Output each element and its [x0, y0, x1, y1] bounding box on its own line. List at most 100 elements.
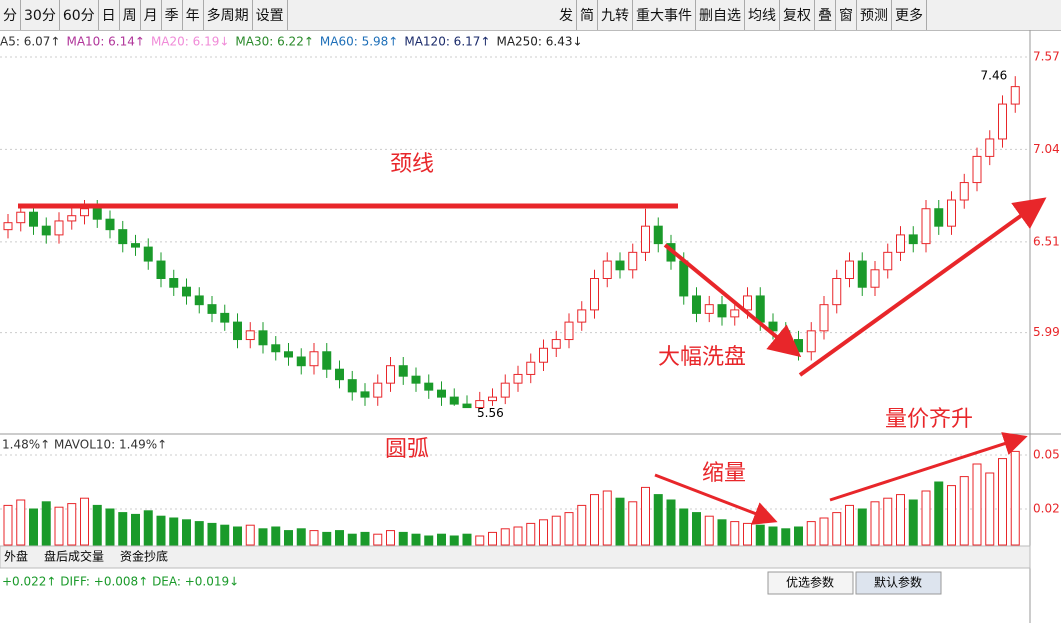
volume-bar [857, 508, 867, 546]
volume-bar [169, 517, 179, 546]
toolbar-item[interactable]: 重大事件 [633, 0, 696, 30]
tab[interactable]: 外盘 [4, 549, 28, 564]
candle-body [590, 278, 599, 311]
volume-bar [29, 508, 38, 546]
volume-bar [41, 501, 51, 546]
toolbar-item[interactable]: 窗 [836, 0, 857, 30]
toolbar-item[interactable]: 叠 [815, 0, 836, 30]
toolbar-item[interactable]: 季 [162, 0, 183, 30]
toolbar-item[interactable]: 删自选 [696, 0, 745, 30]
toolbar-item[interactable]: 预测 [857, 0, 892, 30]
volume-bar [309, 530, 319, 546]
toolbar-item[interactable]: 复权 [780, 0, 815, 30]
volume-bar [347, 533, 357, 546]
toolbar-item[interactable]: 简 [577, 0, 598, 30]
volume-bar [373, 533, 383, 546]
toolbar-item[interactable]: 更多 [892, 0, 927, 30]
arrow [663, 243, 802, 358]
volume-bar [245, 524, 255, 546]
candle-body [41, 225, 51, 236]
volume-bar [832, 512, 842, 546]
toolbar-right: 发简九转 重大事件 删自选 均线 复权叠窗预测 更多 [556, 0, 927, 30]
toolbar-item[interactable]: 30分 [21, 0, 60, 30]
candle-body [29, 211, 38, 227]
volume-bar [411, 533, 421, 546]
volume-bar [258, 528, 268, 546]
candle-body [870, 269, 880, 288]
button-label[interactable]: 默认参数 [874, 575, 922, 590]
annotation: 大幅洗盘 [658, 345, 746, 370]
volume-bar [475, 535, 485, 546]
volume-bar [398, 531, 408, 546]
y2-tick-label: 0.02 [1033, 502, 1060, 516]
candle-body [258, 330, 268, 346]
candle-body [883, 251, 893, 271]
toolbar-item[interactable]: 日 [99, 0, 120, 30]
volume-bar [80, 497, 89, 546]
candle-body [806, 330, 816, 353]
volume-bar [730, 521, 740, 546]
toolbar: 分 30分 60分日周月季年多周期 设置 发简九转 重大事件 删自选 均线 复权叠窗预测 更多 [0, 0, 1061, 31]
candle-body [794, 339, 803, 353]
candle-body [896, 234, 905, 253]
candle-body [449, 396, 459, 405]
volume-bar [985, 472, 995, 546]
volume-bar [679, 508, 689, 546]
volume-bar [1010, 450, 1020, 546]
volume-bar [54, 506, 64, 546]
max-label: 7.46 [981, 69, 1008, 83]
candle-body [679, 260, 689, 297]
candle-body [947, 199, 956, 227]
toolbar-item[interactable]: 60分 [60, 0, 99, 30]
y-tick-label: 6.51 [1033, 234, 1060, 248]
candle-body [539, 347, 548, 363]
volume-bar [67, 503, 77, 546]
annotation: 量价齐升 [885, 407, 973, 432]
candle-body [3, 222, 13, 231]
toolbar-item[interactable]: 九转 [598, 0, 633, 30]
candle-body [832, 278, 842, 306]
volume-bar [947, 485, 956, 546]
toolbar-item[interactable]: 年 [183, 0, 204, 30]
volume-bar [539, 519, 548, 546]
toolbar-item[interactable]: 月 [141, 0, 162, 30]
volume-bar [628, 501, 638, 546]
toolbar-item[interactable]: 周 [120, 0, 141, 30]
toolbar-left: 分 30分 60分日周月季年多周期 设置 [0, 0, 288, 30]
volume-bar [602, 490, 612, 546]
volume-bar [768, 526, 778, 546]
button[interactable] [767, 571, 854, 595]
button-label[interactable]: 优选参数 [786, 575, 834, 590]
toolbar-item[interactable]: 发 [556, 0, 577, 30]
tab[interactable]: 资金抄底 [120, 549, 168, 564]
candle-body [857, 260, 867, 288]
candle-body [335, 368, 344, 381]
toolbar-item[interactable]: 设置 [253, 0, 288, 30]
volume-bar [870, 501, 880, 546]
candle-body [551, 339, 561, 349]
toolbar-item[interactable]: 均线 [745, 0, 780, 30]
candle-body [322, 351, 332, 370]
volume-bar [551, 515, 561, 546]
candle-body [628, 251, 638, 271]
volume-bar [896, 494, 905, 546]
volume-bar [424, 535, 434, 546]
candle-body [437, 389, 446, 398]
arrow [798, 197, 1047, 377]
ma-label: MA250: 6.43↓ [496, 35, 582, 49]
annotation: 缩量 [702, 461, 746, 486]
toolbar-item[interactable]: 多周期 [204, 0, 253, 30]
candle-body [845, 260, 854, 280]
candle-body [386, 365, 395, 384]
candle-body [156, 260, 166, 280]
button[interactable] [855, 571, 942, 595]
candle-body [54, 220, 64, 236]
toolbar-item[interactable]: 分 [0, 0, 21, 30]
volume-bar [437, 533, 446, 546]
candle-body [653, 225, 663, 245]
volume-bar [143, 510, 153, 546]
volume-bar [590, 494, 599, 546]
candle-body [985, 138, 995, 157]
tab[interactable]: 盘后成交量 [44, 549, 104, 564]
volume-bar [921, 490, 931, 546]
